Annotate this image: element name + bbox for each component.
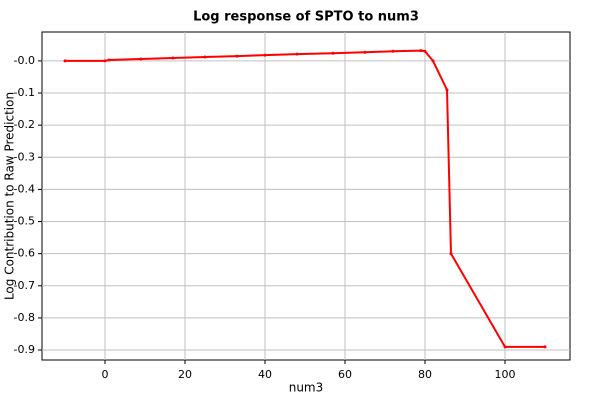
point <box>543 345 547 349</box>
y-tick-label: -0.9 <box>14 343 35 356</box>
y-tick-label: -0.0 <box>14 54 35 67</box>
plot-frame <box>41 31 571 361</box>
x-tick-label: 0 <box>102 368 109 381</box>
y-tick-label: -0.6 <box>14 247 35 260</box>
point <box>423 49 427 53</box>
y-tick-label: -0.7 <box>14 279 35 292</box>
y-tick-label: -0.8 <box>14 311 35 324</box>
x-tick-label: 60 <box>338 368 352 381</box>
x-axis-label: num3 <box>289 381 324 395</box>
x-tick-label: 100 <box>495 368 516 381</box>
y-tick-label: -0.3 <box>14 150 35 163</box>
point <box>363 50 367 54</box>
point <box>139 57 143 61</box>
y-tick-label: -0.4 <box>14 182 35 195</box>
point <box>295 52 299 56</box>
point <box>419 49 423 53</box>
point <box>103 59 107 63</box>
y-axis-label: Log Contribution to Raw Prediction <box>3 92 17 300</box>
point <box>63 59 67 63</box>
point <box>449 252 453 256</box>
point <box>107 58 111 62</box>
x-tick-label: 80 <box>418 368 432 381</box>
point <box>331 51 335 55</box>
point <box>263 53 267 57</box>
point <box>171 56 175 60</box>
point <box>203 55 207 59</box>
point <box>391 49 395 53</box>
x-tick-label: 20 <box>178 368 192 381</box>
x-tick-label: 40 <box>258 368 272 381</box>
y-tick-label: -0.1 <box>14 86 35 99</box>
chart-title: Log response of SPTO to num3 <box>193 10 419 25</box>
y-tick-label: -0.2 <box>14 118 35 131</box>
y-tick-label: -0.5 <box>14 215 35 228</box>
point <box>431 59 435 63</box>
point <box>503 345 507 349</box>
point <box>445 88 449 92</box>
point <box>235 54 239 58</box>
